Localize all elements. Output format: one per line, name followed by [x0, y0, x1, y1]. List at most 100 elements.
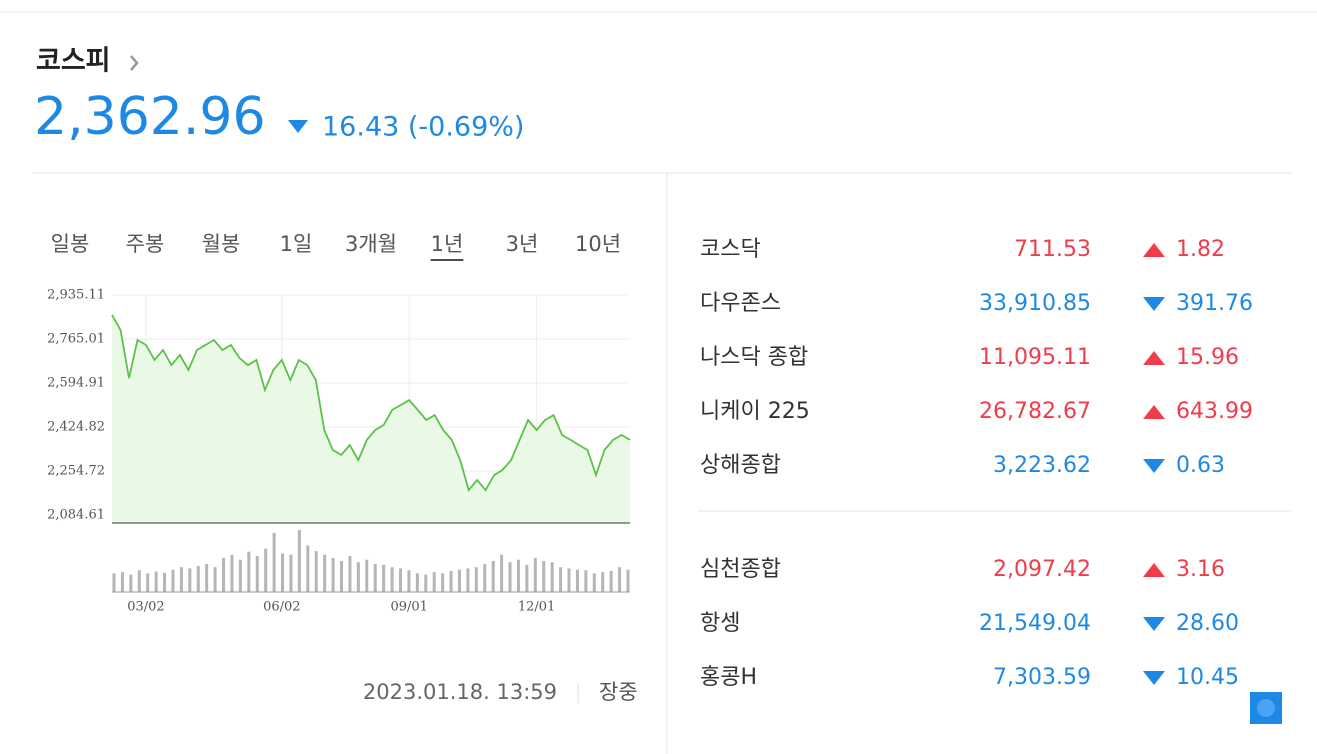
index-value: 711.53 [1014, 237, 1091, 262]
volume-bar [575, 569, 579, 592]
index-value: 21,549.04 [979, 611, 1091, 636]
index-value: 26,782.67 [979, 399, 1091, 424]
chevron[interactable] [130, 55, 139, 71]
tab[interactable]: 1일 [280, 232, 313, 256]
timestamp: 2023.01.18. 13:59 [363, 680, 557, 704]
volume-bar [340, 561, 344, 592]
index-list: 코스닥 711.53 1.82 다우존스 33,910.85 391.76 나스닥 종합 11… [700, 237, 1253, 690]
volume-bar [609, 570, 613, 592]
volume-bar [314, 551, 318, 592]
tab[interactable]: 3년 [506, 232, 539, 256]
volume-bar [542, 561, 546, 592]
volume-bar [407, 570, 411, 592]
tab[interactable]: 3개월 [345, 232, 397, 256]
volume-bar [592, 573, 596, 592]
volume-bar [483, 564, 487, 592]
index-name[interactable]: 항셍 [700, 611, 740, 636]
volume-bar [432, 572, 436, 592]
volume-bar [382, 564, 386, 592]
volume-bar [584, 570, 588, 592]
volume-bar [424, 574, 428, 592]
volume-bar [222, 557, 226, 592]
volume-bar [365, 559, 369, 592]
volume-bar [449, 570, 453, 592]
volume-bar [618, 567, 622, 592]
volume-bar [188, 568, 192, 592]
volume-bar [146, 573, 150, 592]
volume-bar [230, 554, 234, 592]
x-tick-label: 03/02 [127, 600, 164, 615]
x-tick-label: 06/02 [263, 600, 300, 615]
index-title[interactable]: 코스피 [36, 46, 111, 77]
index-change: 0.63 [1176, 453, 1225, 478]
volume-bar [331, 557, 335, 592]
volume-bar [179, 567, 183, 592]
index-change: 391.76 [1176, 291, 1253, 316]
tab[interactable]: 월봉 [202, 232, 241, 256]
volume-bar [255, 556, 259, 592]
volume-bar [508, 562, 512, 592]
index-change: 1.82 [1176, 237, 1225, 262]
volume-bar [356, 562, 360, 592]
area [112, 314, 630, 523]
index-name[interactable]: 나스닥 종합 [700, 345, 808, 370]
volume-bar [533, 557, 537, 592]
volume-bar [491, 561, 495, 592]
volume-bar [516, 559, 520, 592]
volume-bar [171, 569, 175, 592]
volume-bar [550, 562, 554, 592]
direction-arrow [1143, 297, 1165, 311]
y-tick-label: 2,765.01 [47, 332, 105, 347]
index-name[interactable]: 니케이 225 [700, 399, 810, 424]
volume-bar [466, 568, 470, 592]
tab[interactable]: 일봉 [51, 232, 90, 256]
tab[interactable]: 10년 [575, 232, 621, 256]
x-tick-label: 12/01 [518, 600, 555, 615]
volume-bar [441, 573, 445, 592]
direction-arrow [1143, 459, 1165, 473]
volume-bar [474, 567, 478, 592]
index-name[interactable]: 다우존스 [700, 291, 781, 316]
volume-bar [297, 530, 301, 592]
index-change: 3.16 [1176, 557, 1225, 582]
y-tick-label: 2,254.72 [47, 464, 105, 479]
y-tick-label: 2,424.82 [47, 420, 105, 435]
index-name[interactable]: 상해종합 [700, 453, 781, 478]
index-name[interactable]: 심천종합 [700, 557, 781, 582]
volume-bar [398, 568, 402, 592]
direction-arrow [288, 120, 308, 133]
index-value: 7,303.59 [993, 665, 1091, 690]
chart: 2,935.11 2,765.01 2,594.91 2,424.82 2,254.72… [47, 288, 631, 615]
index-change: 643.99 [1176, 399, 1253, 424]
y-tick-label: 2,084.61 [47, 508, 105, 523]
direction-arrow [1143, 617, 1165, 631]
volume-bar [289, 554, 293, 592]
volume-bar [112, 573, 116, 592]
volume-bar [457, 569, 461, 592]
index-name[interactable]: 코스닥 [700, 237, 761, 262]
volume-bar [205, 564, 209, 592]
market-status: 장중 [599, 680, 638, 704]
volume-bar [415, 573, 419, 592]
volume-bar [323, 554, 327, 592]
index-value: 11,095.11 [979, 345, 1091, 370]
volume-bar [238, 559, 242, 592]
volume-bar [213, 567, 217, 592]
direction-arrow [1143, 563, 1165, 577]
volume-bar [154, 571, 158, 592]
volume-bar [264, 548, 268, 592]
index-name[interactable]: 홍콩H [700, 665, 757, 690]
volume-bar [567, 568, 571, 592]
tab[interactable]: 1년 [431, 232, 464, 256]
volume-bar [281, 553, 285, 592]
volume-bar [247, 551, 251, 592]
floating-button-icon [1257, 699, 1275, 717]
tab[interactable]: 주봉 [126, 232, 165, 256]
volume-bar [601, 572, 605, 592]
volume-bar [559, 567, 563, 592]
index-change: 16.43 (-0.69%) [322, 112, 524, 143]
volume-bar [348, 556, 352, 592]
index-change: 28.60 [1176, 611, 1239, 636]
